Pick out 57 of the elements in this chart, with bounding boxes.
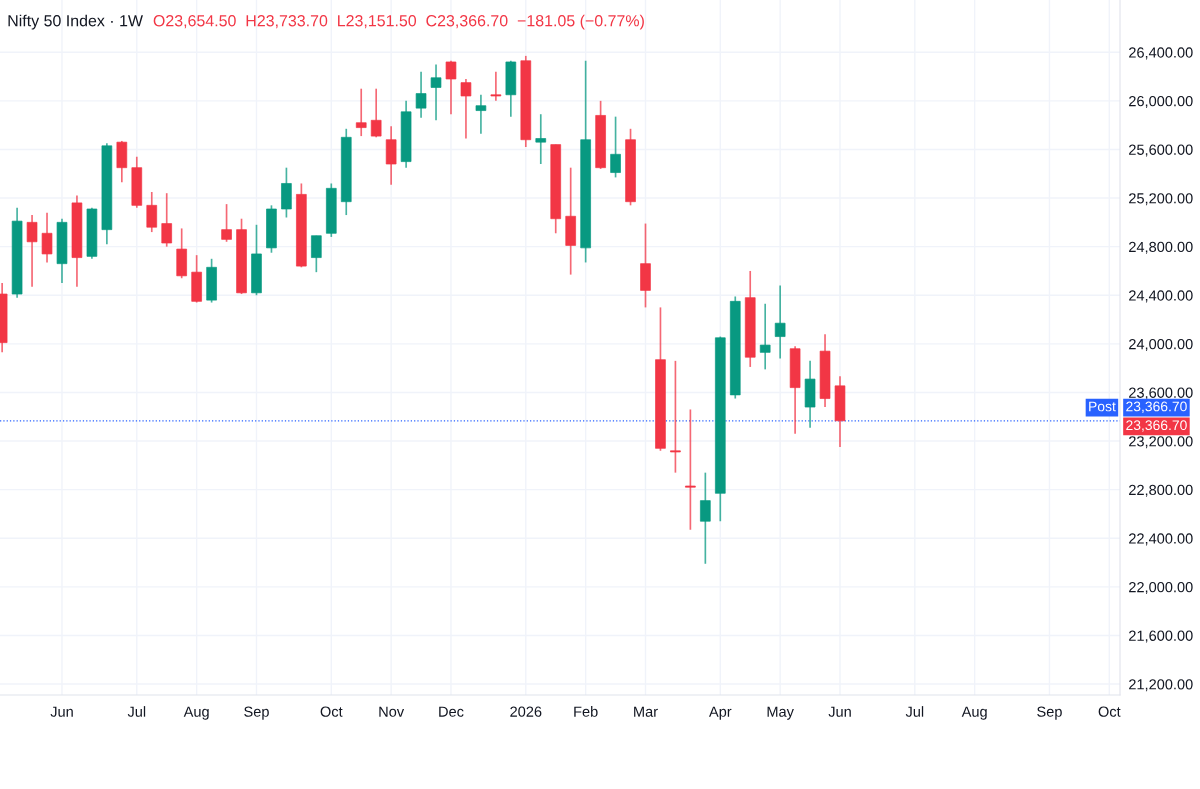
y-tick-label: 25,200.00: [1129, 193, 1193, 206]
x-tick-label: Dec: [439, 706, 464, 717]
x-tick-label: Oct: [320, 706, 343, 717]
candlestick: [700, 471, 711, 565]
candlestick: [475, 93, 487, 135]
y-tick-label: 21,600.00: [1129, 630, 1193, 643]
y-tick-label: 24,000.00: [1129, 338, 1193, 352]
candlestick: [415, 70, 427, 119]
x-tick-label: Sep: [244, 706, 269, 720]
candlestick: [460, 78, 472, 140]
y-tick-label: 24,400.00: [1129, 290, 1193, 303]
candlestick: [161, 192, 172, 248]
x-tick-label: Nov: [379, 706, 405, 717]
candlestick: [759, 302, 771, 371]
candlestick: [610, 115, 621, 179]
candlestick: [355, 87, 367, 137]
candlestick: [685, 408, 696, 531]
y-tick-label: 22,000.00: [1129, 581, 1193, 595]
x-tick-label: 2026: [510, 706, 542, 717]
candlestick: [774, 284, 786, 360]
candlestick: [26, 214, 38, 288]
y-tick-label: 24,800.00: [1129, 241, 1193, 254]
candlestick: [445, 59, 457, 116]
y-tick-label: 26,000.00: [1129, 95, 1193, 108]
y-tick-label: 23,200.00: [1129, 436, 1193, 449]
candlestick: [490, 70, 502, 102]
x-tick-label: Jun: [50, 706, 73, 717]
candlestick: [146, 191, 158, 233]
candlestick: [311, 234, 322, 274]
text: O23,654.50 H23,733.70 L23,151.50 C23,366.70 −181.05 (−0.77%): [153, 14, 644, 30]
candlestick: [370, 87, 382, 139]
x-tick-label: Jul: [127, 706, 146, 717]
y-tick-label: 25,600.00: [1129, 144, 1193, 157]
x-tick-label: Jun: [828, 706, 851, 717]
x-tick-label: Sep: [1037, 706, 1062, 720]
y-tick-label: 26,400.00: [1129, 47, 1193, 60]
text: 23,366.70: [1126, 420, 1187, 432]
x-tick-label: Apr: [708, 706, 732, 720]
x-tick-label: Mar: [634, 706, 658, 717]
x-tick-label: May: [767, 706, 794, 720]
candlestick: [535, 113, 547, 165]
x-tick-label: Aug: [961, 706, 987, 720]
candlestick: [221, 203, 232, 243]
x-tick-label: Feb: [574, 706, 598, 717]
candlestick: [41, 211, 53, 264]
y-tick-label: 22,800.00: [1129, 484, 1193, 497]
y-tick-label: 23,600.00: [1129, 387, 1193, 400]
annotation: Post: [1089, 401, 1116, 412]
candlestick: [670, 360, 681, 474]
text: Nifty 50 Index · 1W: [8, 14, 143, 30]
x-tick-label: Jul: [905, 706, 924, 717]
x-tick-label: Oct: [1098, 706, 1121, 717]
y-tick-label: 22,400.00: [1129, 533, 1193, 546]
x-tick-label: Aug: [183, 706, 209, 720]
legend-label: 23,366.70: [1126, 401, 1187, 413]
y-tick-label: 21,200.00: [1129, 679, 1193, 692]
candlestick: [430, 63, 442, 122]
